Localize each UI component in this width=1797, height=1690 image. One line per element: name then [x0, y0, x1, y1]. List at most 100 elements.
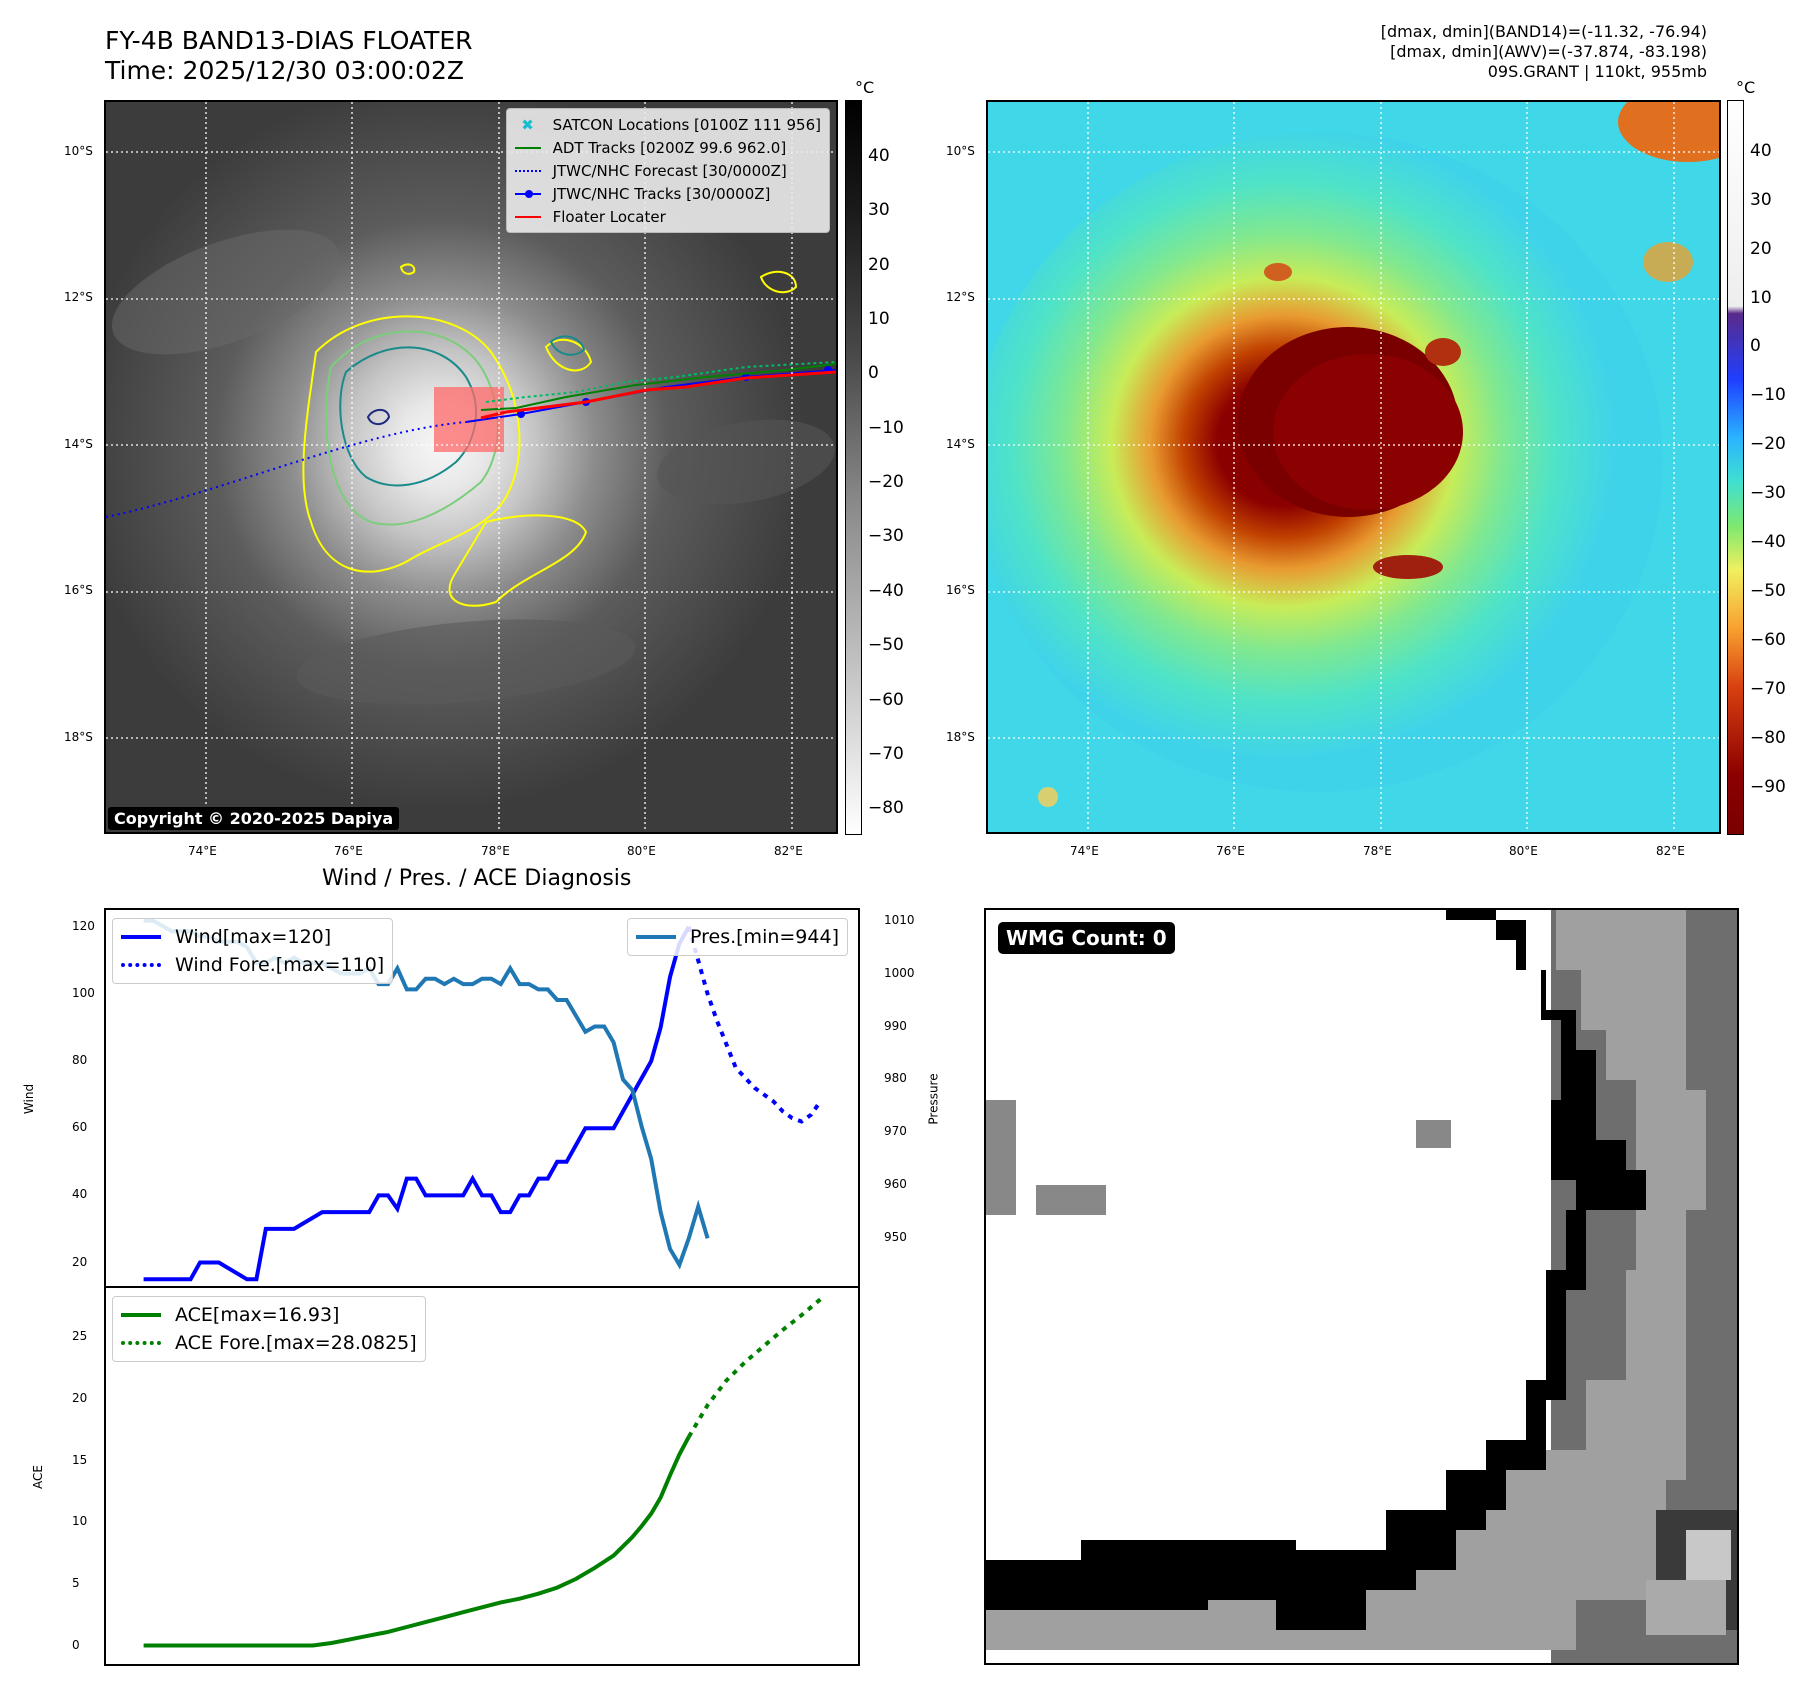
y-tick-label: 100 [72, 985, 95, 1000]
lon-label: 82°E [774, 844, 803, 858]
y-tick-label: 0 [72, 1637, 80, 1652]
wmg-count-badge: WMG Count: 0 [998, 922, 1175, 954]
ir-cb-tick: −30 [868, 526, 904, 546]
color-cb-tick: −40 [1750, 532, 1786, 552]
ir-colorbar-unit: °C [855, 78, 875, 97]
lon-label: 74°E [1070, 844, 1099, 858]
y-tick-label: 20 [72, 1390, 88, 1405]
diagnosis-title: Wind / Pres. / ACE Diagnosis [322, 866, 632, 891]
y2-tick-label: 960 [884, 1177, 907, 1192]
legend-item-ace-fore: ACE Fore.[max=28.0825] [121, 1329, 417, 1357]
y-tick-label: 25 [72, 1329, 88, 1344]
wmg-svg [986, 910, 1737, 1663]
y-tick-label: 20 [72, 1254, 88, 1269]
color-cb-tick: 0 [1750, 336, 1761, 356]
wind-pressure-panel: Wind[max=120] Wind Fore.[max=110] Pres.[… [104, 908, 860, 1288]
color-map-panel [986, 100, 1721, 834]
series-line-wind-max-120- [143, 925, 691, 1282]
floater-track [480, 370, 836, 420]
ir-cb-tick: 0 [868, 363, 879, 383]
floater-box [434, 387, 504, 452]
ir-cb-tick: −80 [868, 798, 904, 818]
lat-label: 18°S [946, 730, 975, 744]
color-cb-tick: −60 [1750, 630, 1786, 650]
legend-item-jtwc-tracks: JTWC/NHC Tracks [30/0000Z] [514, 182, 821, 205]
y2-tick-label: 970 [884, 1124, 907, 1139]
lat-label: 12°S [64, 290, 93, 304]
y-tick-label: 5 [72, 1575, 80, 1590]
lon-label: 82°E [1656, 844, 1685, 858]
series-line-wind-fore-max-110- [686, 926, 823, 1124]
forecast-track [106, 421, 467, 518]
legend-item-floater: Floater Locater [514, 205, 821, 228]
ir-cb-tick: −10 [868, 418, 904, 438]
ir-cb-tick: −70 [868, 744, 904, 764]
color-cb-tick: −30 [1750, 483, 1786, 503]
color-cb-tick: −10 [1750, 385, 1786, 405]
ace-legend: ACE[max=16.93] ACE Fore.[max=28.0825] [112, 1296, 426, 1362]
ir-map-panel: ✖ SATCON Locations [0100Z 111 956] ADT Tr… [104, 100, 838, 834]
lat-label: 16°S [946, 583, 975, 597]
info-line-2: [dmax, dmin](AWV)=(-37.874, -83.198) [1390, 42, 1707, 61]
adt-track [480, 363, 836, 411]
y-tick-label: 120 [72, 918, 95, 933]
color-map-svg [988, 102, 1719, 832]
color-map-gridlines [988, 102, 1719, 832]
y2-tick-label: 1000 [884, 965, 915, 980]
color-cb-tick: 30 [1750, 190, 1772, 210]
legend-item-pressure: Pres.[min=944] [636, 923, 839, 951]
info-block: [dmax, dmin](BAND14)=(-11.32, -76.94) [d… [1381, 22, 1707, 82]
ir-cb-tick: 10 [868, 309, 890, 329]
color-cb-tick: 40 [1750, 141, 1772, 161]
color-cb-tick: 20 [1750, 239, 1772, 259]
ace-axis-label: ACE [30, 1465, 45, 1489]
contour-teal [339, 346, 478, 487]
copyright-badge: Copyright © 2020-2025 Dapiya [108, 807, 400, 830]
y-tick-label: 10 [72, 1514, 88, 1529]
lon-label: 78°E [1363, 844, 1392, 858]
y-tick-label: 60 [72, 1120, 88, 1135]
ace-svg [143, 1297, 822, 1648]
ir-cb-tick: 20 [868, 255, 890, 275]
pressure-axis-label: Pressure [926, 1073, 941, 1125]
lon-label: 76°E [1216, 844, 1245, 858]
ir-cb-tick: 30 [868, 200, 890, 220]
series-line-ace-max-16-93- [143, 1435, 691, 1648]
lat-label: 10°S [64, 144, 93, 158]
lat-label: 14°S [64, 437, 93, 451]
series-line-ace-fore-max-28-0825- [687, 1297, 822, 1438]
lat-label: 14°S [946, 437, 975, 451]
y2-tick-label: 990 [884, 1018, 907, 1033]
ace-panel: ACE[max=16.93] ACE Fore.[max=28.0825] [104, 1286, 860, 1666]
color-colorbar [1727, 100, 1744, 835]
y-tick-label: 40 [72, 1187, 88, 1202]
contour-yellow [302, 315, 521, 573]
ir-colorbar [845, 100, 862, 835]
lon-label: 80°E [1509, 844, 1538, 858]
wmg-panel: WMG Count: 0 [984, 908, 1739, 1665]
lat-label: 12°S [946, 290, 975, 304]
legend-item-wind-fore: Wind Fore.[max=110] [121, 951, 384, 979]
pressure-legend: Pres.[min=944] [627, 918, 848, 956]
ir-cb-tick: −60 [868, 690, 904, 710]
color-cb-tick: −80 [1750, 728, 1786, 748]
contour-navy [366, 408, 391, 426]
title-line-1: FY-4B BAND13-DIAS FLOATER [105, 26, 473, 55]
lon-label: 78°E [481, 844, 510, 858]
ir-cb-tick: 40 [868, 146, 890, 166]
wind-axis-label: Wind [22, 1083, 37, 1115]
y-tick-label: 15 [72, 1452, 88, 1467]
legend-item-wind: Wind[max=120] [121, 923, 384, 951]
color-cb-tick: −50 [1750, 581, 1786, 601]
ir-cb-tick: −40 [868, 581, 904, 601]
lon-label: 76°E [334, 844, 363, 858]
y2-tick-label: 1010 [884, 912, 915, 927]
info-line-1: [dmax, dmin](BAND14)=(-11.32, -76.94) [1380, 22, 1707, 41]
lat-label: 18°S [64, 730, 93, 744]
info-line-3: 09S.GRANT | 110kt, 955mb [1487, 62, 1707, 81]
color-cb-tick: −90 [1750, 777, 1786, 797]
lat-label: 16°S [64, 583, 93, 597]
contour-green [325, 330, 499, 526]
lon-label: 74°E [188, 844, 217, 858]
y-tick-label: 80 [72, 1053, 88, 1068]
